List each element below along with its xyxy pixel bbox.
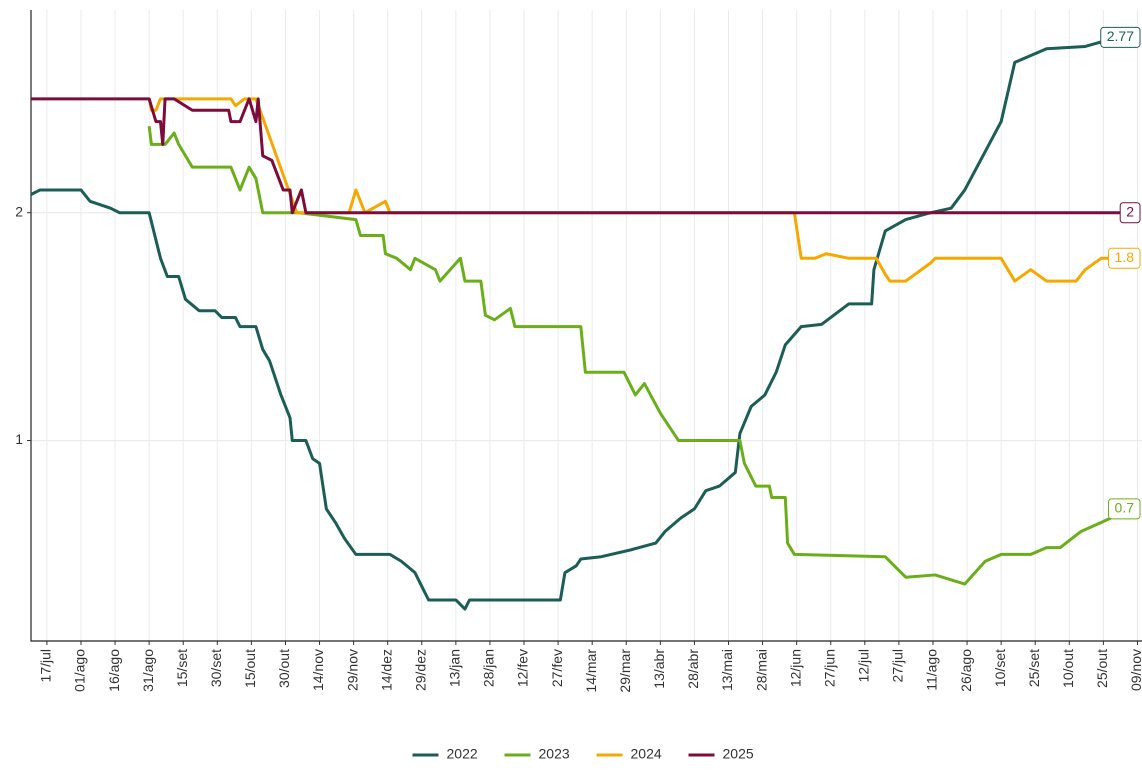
legend-label: 2022 [447, 746, 478, 762]
x-tick-label: 28/mai [753, 649, 769, 691]
legend-label: 2023 [539, 746, 570, 762]
y-tick-label: 1 [15, 431, 23, 447]
x-tick-label: 15/out [242, 649, 258, 688]
x-tick-label: 27/jun [821, 649, 837, 687]
end-label-box [1108, 247, 1141, 269]
x-tick-label: 13/jan [447, 649, 463, 687]
x-tick-label: 10/set [992, 649, 1008, 687]
x-tick-label: 25/out [1094, 649, 1110, 688]
x-tick-label: 30/out [276, 649, 292, 688]
x-tick-label: 30/set [208, 649, 224, 687]
x-tick-label: 12/jun [787, 649, 803, 687]
end-label-text: 2.77 [1107, 28, 1134, 44]
x-tick-label: 29/mar [617, 649, 633, 693]
end-label: 2.77 [1100, 26, 1141, 48]
x-tick-label: 14/nov [310, 649, 326, 691]
x-tick-label: 28/abr [685, 649, 701, 689]
x-tick-label: 14/mar [583, 649, 599, 693]
x-tick-label: 13/abr [651, 649, 667, 689]
x-tick-label: 31/ago [140, 649, 156, 692]
x-tick-label: 13/mai [719, 649, 735, 691]
x-tick-label: 11/ago [924, 649, 940, 691]
end-label-text: 1.8 [1115, 249, 1135, 265]
x-tick-label: 26/ago [958, 649, 974, 692]
axis-line [30, 10, 1142, 642]
x-tick-label: 17/jul [38, 649, 54, 682]
x-tick-label: 27/jul [890, 649, 906, 682]
legend-label: 2024 [631, 746, 662, 762]
legend-label: 2025 [723, 746, 754, 762]
line [31, 97, 1140, 215]
x-tick-label: 09/nov [1128, 649, 1142, 691]
x-tick-label: 29/nov [344, 649, 360, 691]
end-label: 1.8 [1108, 247, 1141, 269]
x-tick-label: 28/jan [481, 649, 497, 687]
line [147, 125, 1140, 586]
end-label-box [1108, 498, 1141, 520]
x-tick-label: 27/fev [549, 649, 565, 687]
x-tick-label: 25/set [1026, 649, 1042, 687]
end-label: 2 [1119, 202, 1141, 224]
y-tick-label: 2 [15, 203, 23, 219]
end-label-box [1100, 26, 1141, 48]
x-tick-label: 29/dez [412, 649, 428, 691]
x-tick-label: 01/ago [72, 649, 88, 692]
x-tick-label: 16/ago [106, 649, 122, 692]
end-label: 0.7 [1108, 498, 1141, 520]
x-tick-label: 15/set [174, 649, 190, 687]
x-tick-label: 14/dez [378, 649, 394, 691]
line [147, 97, 1140, 283]
line [30, 35, 1140, 611]
x-tick-label: 10/out [1060, 649, 1076, 688]
end-label-box [1119, 202, 1141, 224]
x-tick-label: 12/fev [515, 649, 531, 687]
x-tick-label: 12/jul [856, 649, 872, 682]
end-label-text: 2 [1126, 203, 1134, 219]
end-label-text: 0.7 [1115, 500, 1135, 516]
